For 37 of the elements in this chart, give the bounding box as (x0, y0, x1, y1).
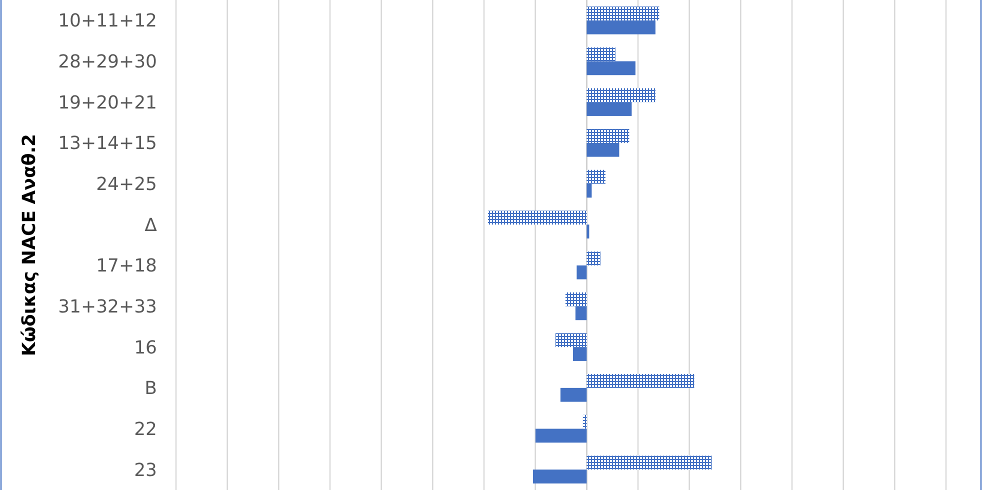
bar (586, 88, 656, 102)
bar (586, 6, 660, 20)
bar (586, 61, 636, 76)
y-tick-label: 28+29+30 (58, 52, 157, 73)
bar (586, 129, 630, 143)
bar (586, 252, 600, 266)
y-tick-label: 17+18 (96, 256, 157, 277)
bar (488, 210, 587, 225)
y-tick-label: 19+20+21 (58, 92, 157, 114)
y-axis-title: Κώδικας NACE Αναθ.2 (19, 134, 40, 356)
bar (586, 224, 590, 238)
bar (560, 388, 587, 402)
bar (575, 306, 587, 320)
y-tick-label: 23 (134, 460, 157, 481)
y-tick-label: 13+14+15 (58, 133, 157, 154)
y-tick-label: B (144, 378, 157, 400)
bar (586, 47, 616, 62)
y-tick-label: 16 (134, 337, 157, 358)
y-tick-label: 10+11+12 (58, 10, 157, 32)
bar (586, 456, 712, 470)
bar (572, 347, 587, 361)
y-tick-label: 24+25 (96, 174, 157, 196)
bar (586, 170, 606, 184)
bar (532, 470, 587, 484)
y-tick-label: 22 (134, 419, 157, 440)
bar (576, 265, 587, 280)
y-tick-label: Δ (144, 214, 158, 236)
bar (586, 102, 632, 116)
y-tick-label: 31+32+33 (58, 296, 157, 318)
bar (586, 184, 592, 198)
bar (582, 414, 587, 429)
bar (565, 292, 587, 306)
bar (586, 374, 694, 388)
bar (555, 333, 587, 348)
bar (535, 428, 587, 443)
bar (586, 20, 656, 34)
bar (586, 142, 620, 157)
